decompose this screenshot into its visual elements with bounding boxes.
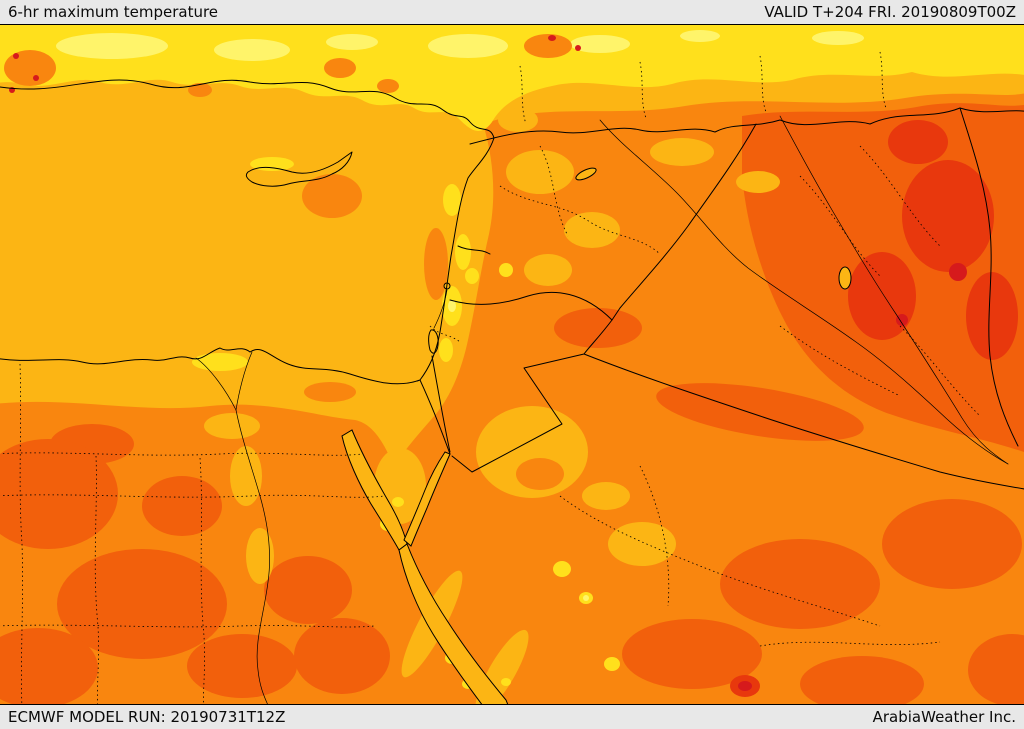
coastlines: [0, 79, 495, 385]
euphrates-river: [599, 119, 1009, 465]
water-bodies: [341, 167, 852, 705]
map-title: 6-hr maximum temperature: [8, 3, 219, 21]
footer-bar: ECMWF MODEL RUN: 20190731T12Z ArabiaWeat…: [0, 705, 1024, 729]
gulf-of-aqaba: [403, 451, 451, 547]
valid-time-label: VALID T+204 FRI. 20190809T00Z: [764, 3, 1016, 21]
lake-tharthar: [838, 266, 852, 290]
nile-river: [195, 357, 237, 411]
rivers: [195, 115, 1009, 705]
map-frame: [0, 24, 1024, 705]
model-run-label: ECMWF MODEL RUN: 20190731T12Z: [8, 708, 286, 726]
cyprus-coast: [245, 151, 353, 187]
lake-assad: [575, 167, 597, 181]
admin-borders: [0, 51, 981, 705]
red-sea: [398, 543, 509, 705]
tigris-river: [779, 115, 1009, 465]
map-canvas: [0, 24, 1024, 705]
jordan-river: [433, 289, 448, 329]
country-borders: [419, 107, 1024, 490]
credit-label: ArabiaWeather Inc.: [872, 708, 1016, 726]
dead-sea: [428, 329, 439, 354]
temperature-field: [0, 24, 1024, 705]
header-bar: 6-hr maximum temperature VALID T+204 FRI…: [0, 0, 1024, 24]
